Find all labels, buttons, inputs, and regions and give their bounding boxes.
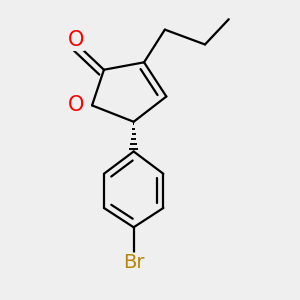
Text: O: O	[68, 95, 84, 116]
Text: Br: Br	[123, 254, 144, 272]
Text: O: O	[68, 30, 84, 50]
